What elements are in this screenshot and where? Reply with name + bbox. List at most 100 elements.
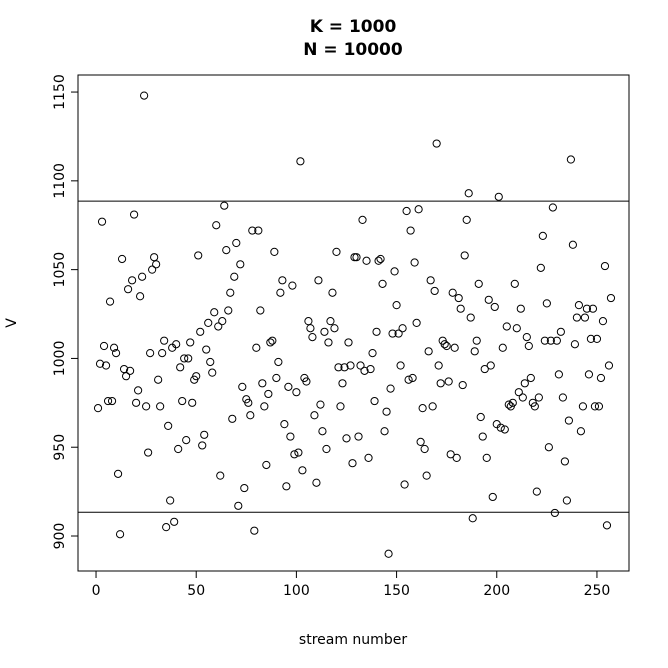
x-tick-label: 50 [187,583,205,599]
point [546,336,555,345]
point [516,304,525,313]
point [426,276,435,285]
point [322,444,331,454]
point [578,402,588,411]
point [502,322,511,331]
x-tick-label: 0 [92,583,101,599]
point [308,333,317,342]
point [594,402,604,411]
point [466,313,475,322]
point [125,366,135,375]
point [262,460,271,470]
point [111,349,121,358]
point [115,530,125,539]
point [121,372,131,381]
point [162,523,171,532]
point [246,411,255,420]
point [368,349,377,358]
point [590,402,600,411]
point [538,231,547,240]
point [424,347,433,356]
y-tick-label: 950 [52,434,68,461]
point [103,396,113,406]
point [342,434,351,443]
point [384,549,393,558]
point [598,317,608,326]
point [500,425,509,434]
y-tick-label: 1000 [52,341,68,377]
point [436,379,445,388]
point [448,288,457,297]
point [464,189,473,198]
point [486,361,495,370]
point [196,327,205,336]
point [400,480,409,489]
point [562,496,571,505]
point [274,357,283,367]
point [244,398,253,407]
point [582,304,592,313]
point [152,260,161,269]
point [568,240,577,249]
point [298,466,307,475]
point [576,427,586,436]
point [132,398,141,407]
point [302,377,311,386]
point [542,299,551,308]
point [434,361,443,370]
point [326,317,335,326]
point [392,301,401,310]
point [278,276,287,285]
point [232,238,241,248]
point [176,363,185,372]
point [142,402,151,411]
point [286,432,295,441]
point [422,471,431,480]
point [210,308,219,317]
point [584,370,594,379]
point [596,373,606,383]
point [606,293,616,303]
point [312,478,321,487]
point [452,453,461,462]
point [324,338,333,347]
point [328,288,337,297]
point [552,336,561,345]
point [374,256,383,265]
point [294,448,303,457]
point [306,324,315,333]
point [194,251,203,260]
point [226,288,235,297]
point [182,436,191,445]
point [478,432,487,441]
point [454,293,463,303]
point [428,402,437,411]
point [404,375,413,384]
point [156,402,165,411]
y-tick-label: 1100 [52,163,68,199]
point [222,246,231,255]
point [136,292,145,301]
point [442,341,451,351]
point [394,329,403,338]
point [430,286,439,296]
point [550,508,559,518]
point [332,247,341,256]
point [240,483,249,493]
point [522,333,531,342]
point [99,341,109,351]
point [220,201,229,210]
point [174,444,183,454]
point [236,260,245,269]
point [468,514,477,523]
point [109,343,119,352]
point [360,366,369,375]
point [440,340,449,349]
point [144,448,153,457]
point [592,334,602,343]
point [230,272,239,281]
point [212,221,221,230]
point [198,441,207,450]
